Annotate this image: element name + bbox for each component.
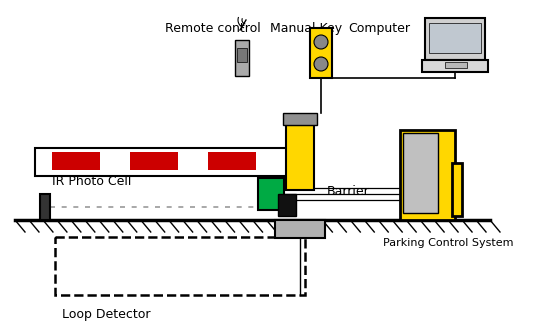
Text: Parking Control System: Parking Control System <box>383 238 513 248</box>
Bar <box>429 23 481 53</box>
Bar <box>237 48 247 62</box>
Bar <box>52 152 100 170</box>
Bar <box>286 125 314 190</box>
Bar <box>208 152 256 170</box>
Bar <box>278 194 296 216</box>
Bar <box>422 60 488 72</box>
Text: Manual Key: Manual Key <box>270 22 342 35</box>
Bar <box>275 220 325 238</box>
Text: Remote control: Remote control <box>165 22 261 35</box>
Bar <box>130 152 178 170</box>
Bar <box>35 148 300 176</box>
Bar <box>400 130 455 220</box>
Bar <box>310 28 332 78</box>
Bar <box>258 178 284 210</box>
Bar <box>403 133 438 213</box>
Bar <box>55 237 305 295</box>
Bar <box>445 62 467 68</box>
Bar <box>452 163 462 216</box>
Circle shape <box>314 57 328 71</box>
Bar <box>235 40 249 76</box>
Text: IR Photo Cell: IR Photo Cell <box>52 175 131 188</box>
Bar <box>283 113 317 125</box>
Text: Computer: Computer <box>348 22 410 35</box>
Bar <box>425 18 485 60</box>
Bar <box>40 194 50 220</box>
Circle shape <box>314 35 328 49</box>
Text: Loop Detector: Loop Detector <box>62 308 150 321</box>
Text: Barrier: Barrier <box>327 185 370 198</box>
